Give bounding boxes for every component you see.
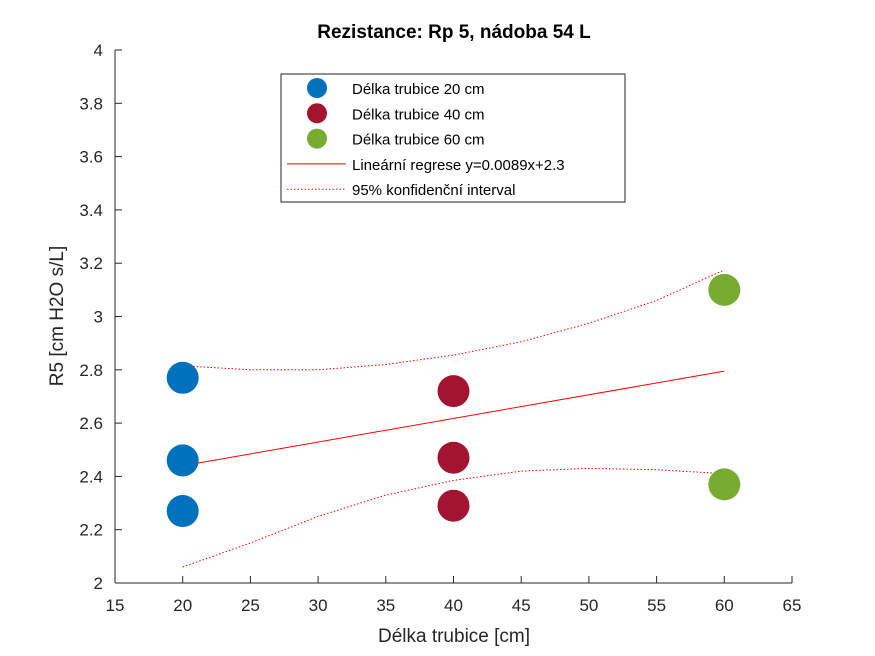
x-tick-label: 20 [173,596,192,615]
x-tick-label: 25 [241,596,260,615]
y-axis-label: R5 [cm H2O s/L] [47,246,68,386]
x-tick-label: 65 [783,596,802,615]
legend: Délka trubice 20 cm Délka trubice 40 cm Dé… [280,73,626,203]
legend-entry-label: Délka trubice 60 cm [352,132,485,149]
y-tick-label: 4 [94,41,103,60]
legend-box [280,73,626,203]
data-point-series-3 [708,273,741,306]
x-tick-label: 60 [715,596,734,615]
legend-entry-label: Délka trubice 20 cm [352,81,485,98]
x-tick-label: 35 [376,596,395,615]
y-tick-label: 2.4 [79,467,103,486]
y-tick-label: 2.6 [79,414,103,433]
legend-entry-label: Délka trubice 40 cm [352,106,485,123]
data-point-series-3 [708,468,741,501]
x-tick-label: 30 [309,596,328,615]
x-tick-label: 50 [579,596,598,615]
data-point-series-2 [437,375,470,408]
ci-lower-line [182,467,725,568]
regression-line [182,370,725,467]
legend-marker [307,103,327,124]
data-point-series-1 [166,444,199,477]
legend-entry-label: 95% konfidenční interval [352,182,515,199]
plot-area [166,269,741,568]
x-tick-label: 45 [512,596,531,615]
legend-marker [307,128,327,149]
y-tick-label: 3.8 [79,94,103,113]
y-tick-label: 2.8 [79,361,103,380]
ci-upper-line [182,269,725,371]
x-axis-label: Délka trubice [cm] [378,626,530,647]
x-tick-label: 55 [647,596,666,615]
data-point-series-1 [166,361,199,394]
y-tick-label: 3.6 [79,148,103,167]
y-tick-label: 2 [94,574,103,593]
data-point-series-1 [166,495,199,528]
y-tick-label: 3.4 [79,201,103,220]
x-tick-label: 40 [444,596,463,615]
data-point-series-2 [437,489,470,522]
y-tick-label: 3.2 [79,254,103,273]
data-point-series-2 [437,441,470,474]
x-tick-label: 15 [106,596,125,615]
legend-marker [307,78,327,98]
legend-entry-label: Lineární regrese y=0.0089x+2.3 [352,157,565,174]
axes: 15 20 25 30 35 40 45 50 55 60 65 2 2.2 2.4 2.6 2.8 3 3.2 3… [79,41,801,615]
y-tick-label: 2.2 [79,521,103,540]
chart-title: Rezistance: Rp 5, nádoba 54 L [317,22,591,43]
y-tick-label: 3 [94,308,103,327]
